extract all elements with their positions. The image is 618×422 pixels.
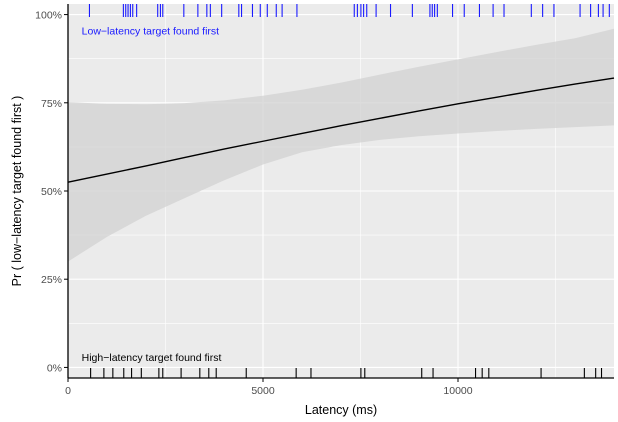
annotations: Low−latency target found first High−laten… — [82, 25, 222, 363]
x-tick-label: 10000 — [443, 385, 472, 397]
rug-top — [88, 4, 610, 17]
x-tick-label: 0 — [65, 385, 71, 397]
y-tick-label: 0% — [47, 362, 62, 374]
x-axis-title: Latency (ms) — [305, 403, 377, 417]
rug-bottom — [90, 368, 603, 378]
x-tick-label: 5000 — [251, 385, 275, 397]
confidence-band — [68, 28, 614, 262]
y-tick-label: 50% — [41, 186, 62, 198]
y-tick-label: 75% — [41, 98, 62, 110]
x-axis-ticks: 0 5000 10000 — [65, 378, 473, 397]
annotation-label: High−latency target found first — [82, 352, 222, 364]
annotation-label: Low−latency target found first — [82, 25, 220, 37]
y-tick-label: 25% — [41, 274, 62, 286]
y-axis-title: Pr ( low−latency target found first ) — [10, 96, 24, 287]
y-axis-ticks: 0% 25% 50% 75% 100% — [35, 10, 68, 374]
fit-line — [67, 77, 615, 183]
y-tick-label: 100% — [35, 10, 62, 22]
